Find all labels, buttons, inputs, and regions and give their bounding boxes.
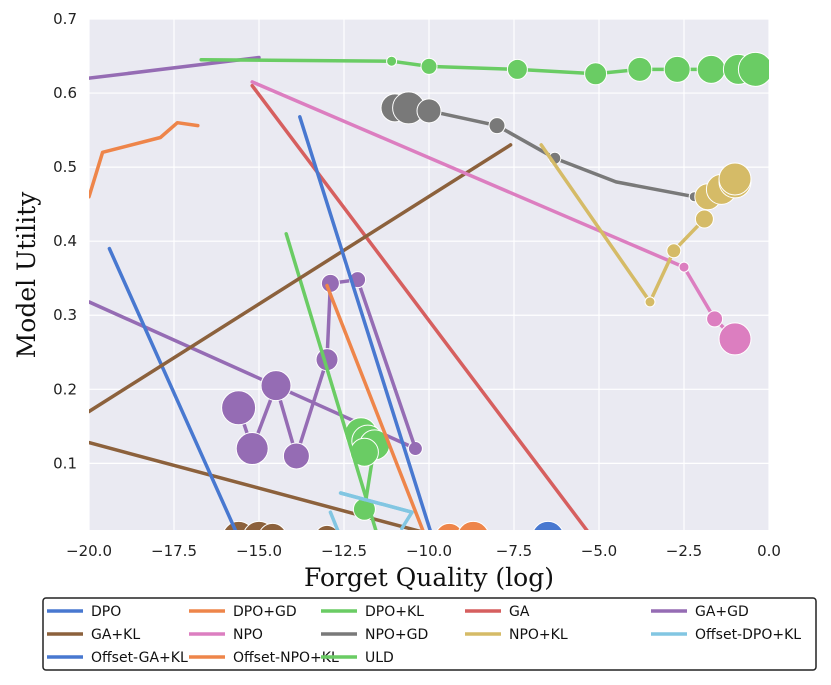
data-layer: [89, 51, 769, 541]
legend-label: GA+GD: [695, 604, 749, 620]
data-point: [282, 442, 310, 470]
data-point: [533, 520, 563, 530]
legend-label: DPO+GD: [233, 604, 297, 620]
data-point: [506, 58, 528, 80]
data-point: [678, 261, 690, 273]
data-point: [235, 432, 269, 466]
data-point: [718, 322, 752, 356]
legend-label: GA+KL: [91, 627, 140, 643]
legend-label: GA: [509, 604, 530, 620]
legend-label: NPO+KL: [509, 627, 568, 643]
legend-label: Offset-NPO+KL: [233, 650, 339, 666]
x-tick-label: −17.5: [151, 542, 197, 560]
x-axis-title: Forget Quality (log): [304, 563, 554, 592]
series-line: [107, 246, 238, 530]
x-tick-label: −12.5: [321, 542, 367, 560]
tick-labels: −20.0 −17.5 −15.0 −12.5 −10.0 −7.5 −5.0 −2.5 0.0…: [53, 10, 781, 560]
x-tick-label: −7.5: [496, 542, 532, 560]
legend-label: Offset-DPO+KL: [695, 627, 801, 643]
x-tick-label: −5.0: [581, 542, 617, 560]
series-line: [338, 491, 414, 514]
x-tick-label: −10.0: [406, 542, 452, 560]
data-point: [105, 533, 113, 541]
data-point: [706, 310, 724, 328]
series-line: [328, 510, 340, 530]
series-line: [89, 440, 422, 530]
legend-label: ULD: [365, 650, 394, 666]
series-line: [250, 83, 589, 530]
data-point: [416, 98, 442, 124]
legend-label: NPO+GD: [365, 627, 428, 643]
y-tick-label: 0.4: [53, 232, 77, 250]
x-tick-label: −15.0: [236, 542, 282, 560]
y-tick-label: 0.2: [53, 380, 77, 398]
series-line: [325, 283, 425, 530]
data-point: [663, 55, 691, 83]
data-point: [221, 390, 257, 426]
legend: DPO DPO+GD DPO+KL GA GA+GD GA+KL NPO NPO+GD NPO+…: [42, 597, 817, 671]
series-line: [298, 115, 432, 530]
legend-label: DPO+KL: [365, 604, 424, 620]
data-point: [666, 243, 682, 259]
data-point: [627, 56, 653, 82]
data-point: [737, 51, 769, 87]
series-line: [284, 232, 378, 530]
legend-label: DPO: [91, 604, 121, 620]
series-line: [89, 143, 513, 414]
y-tick-label: 0.6: [53, 84, 77, 102]
x-tick-label: 0.0: [757, 542, 781, 560]
data-point: [696, 54, 726, 84]
data-point: [349, 437, 379, 467]
data-point: [584, 62, 608, 86]
y-axis-title: Model Utility: [12, 191, 41, 359]
y-tick-label: 0.7: [53, 10, 77, 28]
data-point: [260, 522, 286, 530]
data-point: [260, 370, 292, 402]
data-point: [386, 55, 398, 67]
legend-frame: [42, 597, 817, 671]
data-point: [488, 117, 506, 135]
data-point: [694, 209, 714, 229]
grid: [88, 18, 770, 530]
data-point: [644, 296, 656, 308]
y-tick-label: 0.1: [53, 454, 77, 472]
legend-label: NPO: [233, 627, 263, 643]
x-tick-label: −2.5: [666, 542, 702, 560]
data-point: [458, 520, 488, 530]
data-point: [718, 162, 752, 196]
legend-label: Offset-GA+KL: [91, 650, 188, 666]
data-point: [436, 522, 462, 530]
data-point: [420, 57, 438, 75]
data-point: [316, 524, 338, 530]
x-tick-label: −20.0: [66, 542, 112, 560]
y-tick-label: 0.5: [53, 158, 77, 176]
y-tick-label: 0.3: [53, 306, 77, 324]
series-line: [89, 120, 200, 199]
